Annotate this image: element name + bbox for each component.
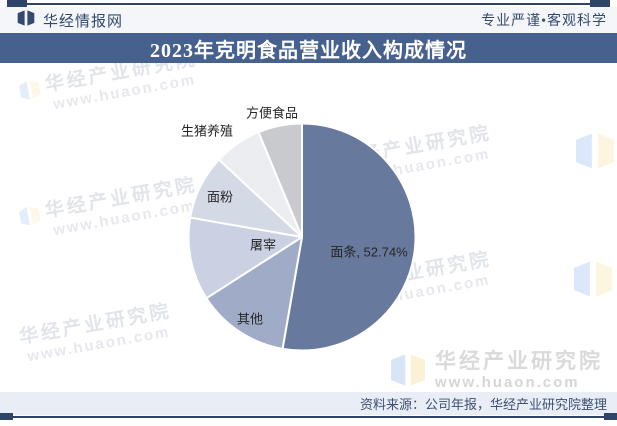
watermark-url-text: www.huaon.com xyxy=(435,374,580,391)
watermark-main: 华经产业研究院 www.huaon.com xyxy=(391,350,603,395)
title-bar: 2023年克明食品营业收入构成情况 xyxy=(0,33,617,63)
pie-label-1: 其他 xyxy=(236,311,264,327)
watermark-book-icon xyxy=(18,202,43,234)
pie-slice-0 xyxy=(281,122,417,352)
watermark-tile: 华经产业研究院 www.huaon.com xyxy=(18,175,202,246)
pie-label-2: 屠宰 xyxy=(249,237,277,253)
data-source-text: 资料来源：公司年报，华经产业研究院整理 xyxy=(359,397,607,412)
site-name: 华经情报网 xyxy=(43,13,124,30)
site-brand: 华经情报网 xyxy=(16,9,123,32)
book-logo-icon xyxy=(16,9,36,32)
pie-slice-1 xyxy=(205,236,303,350)
watermark-book-icon xyxy=(18,76,43,108)
watermark-tile: 华经产业研究院 www.huaon.com xyxy=(18,301,177,367)
watermark-brand-text: 华经产业研究院 xyxy=(435,350,603,373)
pie-label-5: 方便食品 xyxy=(245,105,299,121)
chart-title: 2023年克明食品营业收入构成情况 xyxy=(150,39,467,62)
top-right-corner-block xyxy=(590,0,610,7)
header-slogan: 专业严谨•客观科学 xyxy=(481,14,607,29)
pie-slice-5 xyxy=(257,122,303,238)
bottom-border-line xyxy=(6,416,611,418)
pie-chart xyxy=(187,122,417,352)
header: 华经情报网 专业严谨•客观科学 xyxy=(0,7,617,33)
pie-label-4: 生猪养殖 xyxy=(180,123,234,139)
pie-label-0: 面条, 52.74% xyxy=(330,244,408,260)
footer-bar: 资料来源：公司年报，华经产业研究院整理 xyxy=(0,392,617,415)
watermark-book-icon xyxy=(391,350,425,395)
bottom-right-corner-block xyxy=(604,413,617,420)
top-border-line xyxy=(8,3,609,5)
top-left-corner-block xyxy=(7,0,27,7)
pie-slice-2 xyxy=(187,216,303,300)
watermark-book-icon xyxy=(574,256,612,307)
watermark-tile: 华经产业研究院 www.huaon.com xyxy=(18,49,202,120)
bottom-left-corner-block xyxy=(0,413,13,420)
pie-label-3: 面粉 xyxy=(206,189,234,205)
watermark-book-icon xyxy=(576,128,614,179)
